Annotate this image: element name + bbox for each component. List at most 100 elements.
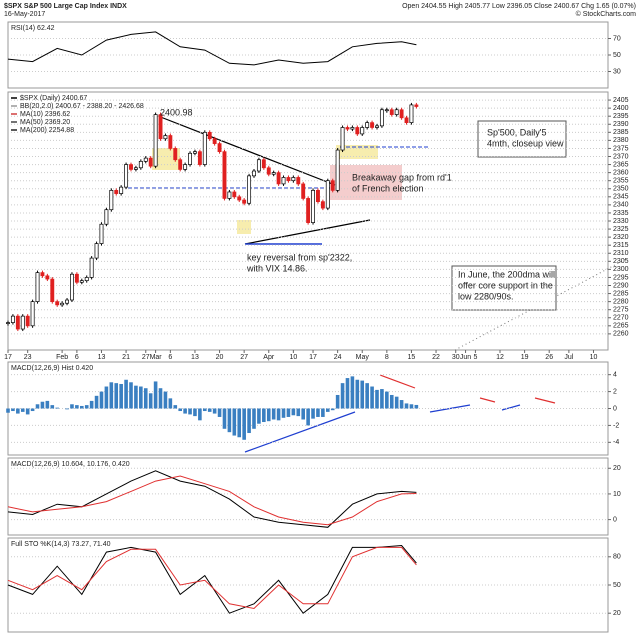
hist-bar — [70, 404, 74, 409]
candle — [20, 315, 25, 330]
trendline — [244, 411, 356, 453]
hist-bar — [35, 404, 40, 409]
y-tick-label: 2290 — [613, 282, 629, 289]
candle — [10, 315, 15, 323]
candle — [138, 160, 143, 169]
legend-label: MA(10) 2396.62 — [20, 111, 70, 118]
x-tick-label: 30 — [452, 354, 460, 361]
x-tick-label: 21 — [122, 354, 130, 361]
candle — [311, 190, 315, 223]
candle — [335, 149, 340, 191]
candle — [330, 180, 335, 191]
x-tick-label: 13 — [191, 354, 199, 361]
y-tick-label: 2310 — [613, 250, 629, 257]
legend-label: $SPX (Daily) 2400.67 — [20, 95, 87, 102]
y-tick-label: 2305 — [613, 258, 629, 265]
hist-bar — [296, 408, 301, 417]
y-tick-label: 2355 — [613, 178, 629, 185]
candle — [143, 157, 148, 162]
candle — [119, 186, 124, 194]
candle — [114, 190, 119, 194]
y-tick-label: 2395 — [613, 113, 629, 120]
legend-label: MA(50) 2369.20 — [20, 119, 70, 126]
y-tick-label: 50 — [613, 582, 621, 589]
x-tick-label: 10 — [289, 354, 297, 361]
hist-bar — [355, 379, 360, 409]
x-tick-label: 27 — [142, 354, 150, 361]
hist-bar — [399, 400, 404, 409]
hist-bar — [193, 408, 197, 417]
candle — [124, 164, 129, 188]
annotation: 4mth, closeup view — [487, 138, 564, 148]
candle — [99, 223, 104, 244]
hist-bar — [212, 408, 217, 414]
hist-bar — [114, 383, 119, 409]
x-tick-label: 17 — [309, 354, 317, 361]
hist-bar — [139, 386, 143, 409]
candle — [296, 177, 301, 185]
hist-bar — [311, 408, 315, 419]
hist-bar — [163, 391, 168, 409]
highlight — [336, 145, 378, 159]
candle — [256, 159, 261, 172]
hist-bar — [119, 383, 123, 409]
quote: Open 2404.55 High 2405.77 Low 2396.05 Cl… — [402, 3, 636, 10]
candle — [207, 131, 212, 140]
hist-bar — [350, 376, 355, 409]
candle — [168, 135, 173, 149]
x-tick-label: 13 — [98, 354, 106, 361]
hist-bar — [65, 408, 69, 410]
x-tick-label: Jun — [460, 354, 471, 361]
y-tick-label: 2275 — [613, 307, 629, 314]
candle — [291, 177, 296, 182]
candle — [320, 201, 325, 209]
x-tick-label: Mar — [150, 354, 163, 361]
hist-bar — [94, 395, 99, 409]
y-tick-label: 10 — [613, 491, 621, 498]
hist-bar — [99, 391, 104, 409]
y-tick-label: 2265 — [613, 323, 629, 330]
projection — [479, 397, 496, 403]
y-tick-label: -2 — [613, 422, 619, 429]
trendline — [157, 115, 336, 186]
hist-bar — [207, 408, 212, 412]
hist-bar — [50, 405, 55, 409]
hist-bar — [104, 386, 109, 409]
y-tick-label: 2285 — [613, 290, 629, 297]
candle — [414, 104, 419, 107]
y-tick-label: 2350 — [613, 186, 629, 193]
series-line — [7, 544, 417, 614]
candle — [375, 125, 379, 128]
candle — [252, 170, 256, 177]
x-tick-label: Feb — [56, 354, 68, 361]
x-tick-label: May — [356, 354, 370, 361]
candle — [271, 172, 276, 175]
hist-bar — [394, 396, 399, 409]
x-tick-label: 17 — [4, 354, 12, 361]
candle — [109, 190, 114, 211]
y-tick-label: 2360 — [613, 169, 629, 176]
hist-bar — [134, 385, 138, 409]
x-tick-label: 27 — [240, 354, 248, 361]
candle — [370, 122, 375, 128]
candle — [247, 175, 252, 204]
candle — [188, 152, 192, 165]
x-tick-label: 26 — [545, 354, 553, 361]
hist-bar — [227, 408, 232, 433]
y-tick-label: 2365 — [613, 161, 629, 168]
y-tick-label: 2320 — [613, 234, 629, 241]
hist-bar — [6, 408, 10, 413]
panel-title: RSI(14) 62.42 — [11, 25, 55, 32]
hist-bar — [316, 408, 320, 417]
hist-bar — [16, 408, 20, 414]
legend-label: MA(200) 2254.88 — [20, 127, 74, 134]
projection — [454, 257, 629, 351]
candle — [197, 151, 202, 165]
annotation: key reversal from sp'2322, — [247, 252, 352, 262]
hist-bar — [380, 389, 384, 409]
hist-bar — [80, 405, 84, 409]
candle — [94, 243, 99, 259]
hist-bar — [252, 408, 256, 429]
candle — [281, 177, 286, 185]
y-tick-label: 2300 — [613, 266, 629, 273]
